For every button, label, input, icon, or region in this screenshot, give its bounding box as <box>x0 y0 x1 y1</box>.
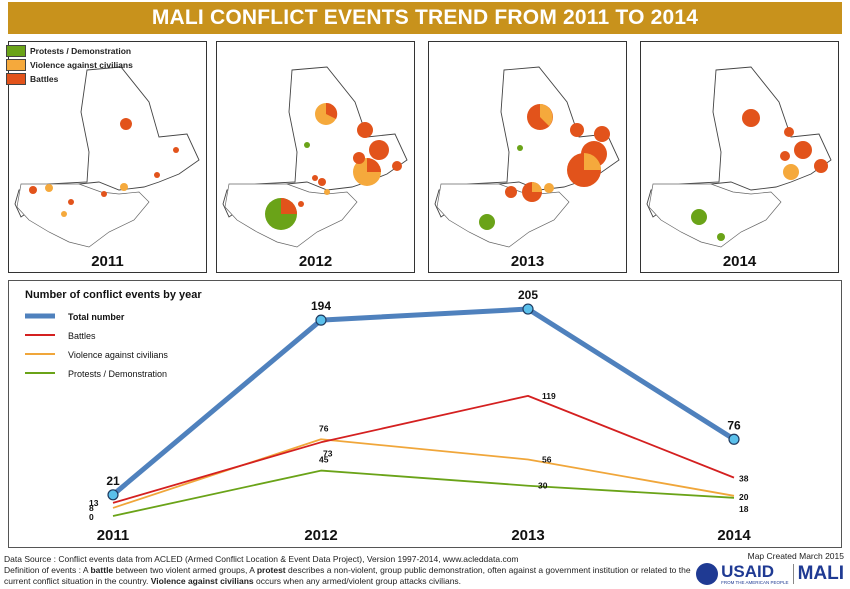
total-point-2 <box>522 303 534 315</box>
chart-x-axis: 2011 2012 2013 2014 <box>97 527 752 544</box>
series-line-0 <box>111 306 736 497</box>
usaid-mali-logo: USAID FROM THE AMERICAN PEOPLE MALI <box>696 562 844 586</box>
label-s2-0: 8 <box>89 503 94 513</box>
line-chart-frame <box>8 280 842 548</box>
battles-swatch <box>6 73 26 85</box>
label-s3-2: 30 <box>538 481 548 491</box>
data-source: Data Source : Conflict events data from … <box>4 554 519 564</box>
protests-swatch <box>6 45 26 57</box>
panel-year: 2012 <box>298 253 333 270</box>
violence-swatch <box>6 59 26 71</box>
label-s1-2: 119 <box>542 391 556 401</box>
map-panel-2012: 2012 <box>216 41 415 273</box>
mali-map-2011 <box>14 66 200 248</box>
x-tick-2011: 2011 <box>97 527 130 544</box>
label-s2-1: 76 <box>319 423 329 433</box>
map-created-date: Map Created March 2015 <box>747 551 844 561</box>
x-tick-2014: 2014 <box>717 527 751 544</box>
mali-map-2014 <box>646 66 832 248</box>
legend-label-2: Violence against civilians <box>68 350 168 360</box>
event-definitions: Definition of events : A battle between … <box>4 565 691 586</box>
series-line-1 <box>112 394 735 504</box>
legend-battles: Battles <box>6 72 133 86</box>
series-line-2 <box>112 438 735 509</box>
label-s3-3: 18 <box>739 504 749 514</box>
label-s1-1: 73 <box>323 448 333 458</box>
total-point-1 <box>315 314 327 326</box>
label-s3-0: 0 <box>89 512 94 522</box>
mali-map-2013 <box>434 66 620 248</box>
x-tick-2012: 2012 <box>304 527 337 544</box>
panel-year: 2011 <box>91 253 124 270</box>
chart-data-labels: 21 194 205 76 13 73 119 38 8 76 56 20 0 45 30 18 <box>89 288 749 522</box>
legend-protests: Protests / Demonstration <box>6 44 133 58</box>
page-title: MALI CONFLICT EVENTS TREND FROM 2011 TO … <box>8 2 842 34</box>
map-panel-2013: 2013 <box>428 41 627 273</box>
chart-legend: Total number Battles Violence against civi… <box>25 312 168 379</box>
panel-year: 2013 <box>510 253 545 270</box>
map-panel-2011: 2011 <box>8 41 207 273</box>
label-s3-1: 45 <box>319 455 329 465</box>
panel-year: 2014 <box>722 253 757 270</box>
legend-label-1: Battles <box>68 331 96 341</box>
map-panel-2014: 2014 <box>640 41 839 273</box>
total-label-1: 194 <box>311 299 331 313</box>
total-label-0: 21 <box>106 474 120 488</box>
mali-map-2012 <box>222 66 408 248</box>
legend-violence: Violence against civilians <box>6 58 133 72</box>
total-label-3: 76 <box>727 418 741 432</box>
total-label-2: 205 <box>518 288 538 302</box>
legend-label-3: Protests / Demonstration <box>68 369 167 379</box>
label-s1-0: 13 <box>89 498 99 508</box>
label-s1-3: 38 <box>739 474 749 484</box>
x-tick-2013: 2013 <box>511 527 544 544</box>
total-point-0 <box>107 489 119 501</box>
legend-label-0: Total number <box>68 312 125 322</box>
label-s2-2: 56 <box>542 454 552 464</box>
usaid-seal-icon <box>696 563 719 585</box>
total-point-3 <box>728 433 740 445</box>
chart-title: Number of conflict events by year <box>25 289 202 301</box>
series-line-3 <box>112 469 735 517</box>
label-s2-3: 20 <box>739 492 749 502</box>
map-legend: Protests / Demonstration Violence agains… <box>6 44 133 86</box>
chart-lines <box>107 303 740 517</box>
